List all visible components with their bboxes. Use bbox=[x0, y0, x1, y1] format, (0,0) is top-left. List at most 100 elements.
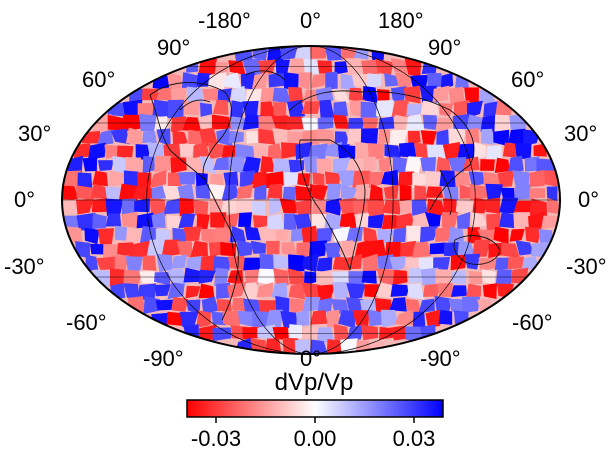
anomaly-cell bbox=[284, 172, 299, 188]
coastlines bbox=[149, 70, 501, 321]
anomaly-cell bbox=[62, 170, 82, 188]
anomaly-cell bbox=[137, 103, 154, 116]
anomaly-cell bbox=[154, 155, 172, 173]
anomaly-cell bbox=[356, 183, 369, 201]
coastline-path bbox=[179, 99, 211, 111]
anomaly-cell bbox=[360, 298, 378, 314]
anomaly-cell bbox=[154, 271, 171, 286]
anomaly-cell bbox=[281, 242, 297, 256]
anomaly-cell bbox=[109, 170, 124, 187]
anomaly-cell bbox=[400, 240, 417, 257]
anomaly-cell bbox=[536, 158, 556, 174]
anomaly-cell bbox=[334, 60, 351, 75]
anomaly-cell bbox=[525, 226, 542, 244]
anomaly-cell bbox=[333, 101, 349, 117]
anomaly-cell bbox=[340, 184, 357, 202]
anomaly-cell bbox=[142, 155, 155, 174]
anomaly-cell bbox=[287, 99, 305, 118]
anomaly-cell bbox=[362, 156, 376, 173]
anomaly-cell bbox=[435, 227, 451, 242]
anomaly-cell bbox=[529, 169, 545, 187]
anomaly-cell bbox=[405, 114, 425, 131]
anomaly-cell bbox=[196, 213, 210, 230]
anomaly-cell bbox=[338, 310, 356, 329]
anomaly-cell bbox=[389, 256, 407, 272]
anomaly-cell bbox=[149, 169, 167, 189]
anomaly-cell bbox=[360, 101, 379, 118]
anomaly-cell bbox=[407, 130, 421, 146]
anomaly-cell bbox=[448, 226, 464, 243]
anomaly-cell bbox=[252, 72, 269, 89]
anomaly-cell bbox=[267, 183, 283, 200]
anomaly-cell bbox=[223, 72, 242, 89]
anomaly-cell bbox=[499, 211, 516, 229]
anomaly-cell bbox=[485, 183, 503, 202]
anomaly-cell bbox=[425, 198, 445, 217]
anomaly-cell bbox=[407, 283, 425, 300]
coastline-path bbox=[289, 90, 475, 211]
anomaly-cell bbox=[442, 142, 460, 161]
anomaly-cell bbox=[422, 114, 438, 131]
anomaly-cell bbox=[178, 213, 196, 229]
anomaly-cell bbox=[210, 173, 224, 186]
anomaly-cell bbox=[258, 116, 277, 131]
anomaly-cell bbox=[283, 72, 299, 90]
anomaly-cell bbox=[280, 311, 297, 329]
anomaly-cell bbox=[301, 129, 320, 146]
anomaly-cell bbox=[367, 239, 387, 258]
anomaly-cell bbox=[327, 309, 341, 329]
anomaly-cell bbox=[139, 225, 158, 244]
anomaly-cell bbox=[288, 281, 305, 300]
anomaly-cell bbox=[154, 116, 168, 132]
anomaly-cell bbox=[220, 242, 236, 257]
anomaly-cell bbox=[240, 72, 255, 90]
anomaly-cell bbox=[514, 183, 532, 200]
anomaly-cell bbox=[155, 229, 171, 243]
anomaly-cell bbox=[178, 171, 197, 185]
anomaly-cell bbox=[361, 59, 380, 76]
anomaly-cell bbox=[340, 73, 356, 91]
anomaly-cell bbox=[411, 211, 429, 229]
anomaly-cell bbox=[418, 298, 435, 314]
anomaly-cell bbox=[163, 143, 181, 159]
anomaly-cell bbox=[310, 214, 327, 229]
anomaly-cell bbox=[367, 143, 385, 160]
anomaly-cell bbox=[318, 269, 335, 283]
label-lat-left-neg30: -30° bbox=[4, 254, 45, 279]
anomaly-cell bbox=[324, 171, 341, 186]
anomaly-cell bbox=[244, 226, 261, 241]
anomaly-cell bbox=[355, 141, 371, 160]
anomaly-cell bbox=[332, 114, 350, 129]
anomaly-cell bbox=[529, 188, 546, 199]
anomaly-cell bbox=[331, 271, 349, 285]
anomaly-cell bbox=[381, 215, 401, 230]
anomaly-cell bbox=[152, 99, 172, 118]
anomaly-cell bbox=[200, 102, 213, 117]
anomaly-cell bbox=[183, 267, 202, 283]
anomaly-cell bbox=[122, 99, 143, 118]
anomaly-cell bbox=[85, 254, 99, 272]
anomaly-cell bbox=[163, 198, 181, 215]
anomaly-cell bbox=[382, 200, 401, 215]
anomaly-cell bbox=[269, 197, 283, 216]
anomaly-cell bbox=[185, 155, 203, 174]
anomaly-cell bbox=[412, 311, 426, 329]
anomaly-cell bbox=[273, 268, 289, 286]
anomaly-cell bbox=[333, 226, 350, 242]
anomaly-cell bbox=[493, 226, 509, 245]
label-lat-right-0: 0° bbox=[578, 187, 599, 212]
anomaly-cell bbox=[486, 145, 502, 160]
anomaly-cell bbox=[290, 58, 305, 77]
anomaly-cell bbox=[499, 197, 519, 214]
anomaly-cell bbox=[156, 87, 172, 101]
graticule bbox=[62, 46, 560, 354]
anomaly-cell bbox=[481, 269, 496, 285]
anomaly-cell bbox=[317, 60, 333, 74]
anomaly-cell bbox=[471, 212, 488, 228]
anomaly-cell bbox=[377, 89, 390, 102]
anomaly-cell bbox=[253, 145, 269, 160]
anomaly-cell bbox=[316, 158, 332, 174]
anomaly-cell bbox=[493, 129, 510, 147]
anomaly-cell bbox=[167, 99, 184, 119]
anomaly-cell bbox=[295, 310, 310, 327]
